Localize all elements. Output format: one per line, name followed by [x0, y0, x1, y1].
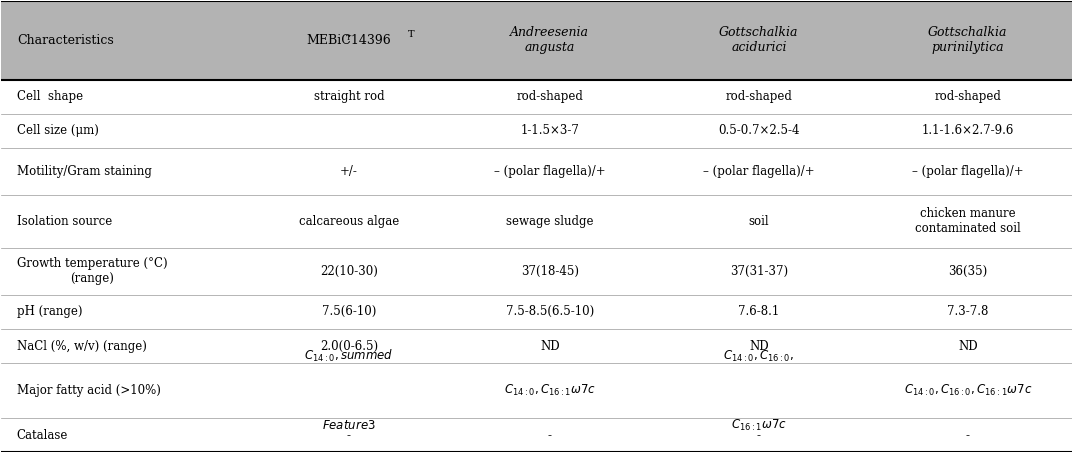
Text: calcareous algae: calcareous algae [299, 215, 399, 228]
Text: Growth temperature (°C)
(range): Growth temperature (°C) (range) [17, 257, 167, 285]
Text: -: - [966, 429, 970, 442]
Bar [1, 1, 1072, 80]
Text: $C_{14:0}, summed$: $C_{14:0}, summed$ [305, 348, 394, 364]
Text: Characteristics: Characteristics [17, 34, 114, 47]
Text: MEBiC14396: MEBiC14396 [307, 34, 392, 47]
Bar [1, 295, 1072, 329]
Text: $C_{14:0}, C_{16:0},$: $C_{14:0}, C_{16:0},$ [723, 348, 794, 364]
Text: $Feature3$: $Feature3$ [322, 419, 376, 432]
Text: ND: ND [958, 340, 978, 352]
Text: – (polar flagella)/+: – (polar flagella)/+ [494, 165, 605, 178]
Text: -: - [548, 429, 552, 442]
Text: – (polar flagella)/+: – (polar flagella)/+ [703, 165, 814, 178]
Text: pH (range): pH (range) [17, 305, 83, 318]
Text: soil: soil [749, 215, 769, 228]
Text: Gottschalkia
acidurici: Gottschalkia acidurici [719, 26, 798, 54]
Bar [1, 114, 1072, 148]
Text: ᵀ: ᵀ [347, 34, 352, 47]
Text: rod-shaped: rod-shaped [725, 90, 792, 103]
Text: 7.5-8.5(6.5-10): 7.5-8.5(6.5-10) [505, 305, 594, 318]
Text: – (polar flagella)/+: – (polar flagella)/+ [912, 165, 1024, 178]
Text: 0.5-0.7×2.5-4: 0.5-0.7×2.5-4 [718, 125, 799, 137]
Text: 7.5(6-10): 7.5(6-10) [322, 305, 377, 318]
Text: $C_{14:0}, C_{16:1}\omega7c$: $C_{14:0}, C_{16:1}\omega7c$ [504, 383, 596, 398]
Text: 7.6-8.1: 7.6-8.1 [738, 305, 779, 318]
Text: 1.1-1.6×2.7-9.6: 1.1-1.6×2.7-9.6 [922, 125, 1014, 137]
Text: Major fatty acid (>10%): Major fatty acid (>10%) [17, 384, 161, 397]
Text: straight rod: straight rod [313, 90, 384, 103]
Text: rod-shaped: rod-shaped [516, 90, 584, 103]
Text: 36(35): 36(35) [949, 265, 987, 278]
Text: Andreesenia
angusta: Andreesenia angusta [511, 26, 589, 54]
Text: Motility/Gram staining: Motility/Gram staining [17, 165, 151, 178]
Text: 2.0(0-6.5): 2.0(0-6.5) [320, 340, 378, 352]
Text: Catalase: Catalase [17, 429, 69, 442]
Bar [1, 329, 1072, 363]
Bar [1, 80, 1072, 114]
Text: Cell  shape: Cell shape [17, 90, 83, 103]
Bar [1, 248, 1072, 295]
Text: rod-shaped: rod-shaped [935, 90, 1001, 103]
Text: sewage sludge: sewage sludge [506, 215, 593, 228]
Text: chicken manure
contaminated soil: chicken manure contaminated soil [915, 207, 1020, 236]
Text: 7.3-7.8: 7.3-7.8 [947, 305, 988, 318]
Text: 1-1.5×3-7: 1-1.5×3-7 [520, 125, 579, 137]
Bar [1, 418, 1072, 452]
Text: ND: ND [540, 340, 560, 352]
Text: NaCl (%, w/v) (range): NaCl (%, w/v) (range) [17, 340, 147, 352]
Text: 22(10-30): 22(10-30) [320, 265, 378, 278]
Text: Cell size (μm): Cell size (μm) [17, 125, 99, 137]
Bar [1, 363, 1072, 418]
Text: +/-: +/- [340, 165, 358, 178]
Bar [1, 148, 1072, 195]
Text: ND: ND [749, 340, 768, 352]
Text: Isolation source: Isolation source [17, 215, 112, 228]
Text: T: T [408, 30, 414, 39]
Text: -: - [347, 429, 351, 442]
Text: 37(31-37): 37(31-37) [730, 265, 788, 278]
Text: Gottschalkia
purinilytica: Gottschalkia purinilytica [928, 26, 1008, 54]
Text: 37(18-45): 37(18-45) [520, 265, 579, 278]
Text: $C_{16:1}\omega7c$: $C_{16:1}\omega7c$ [731, 418, 787, 433]
Text: -: - [756, 429, 761, 442]
Bar [1, 195, 1072, 248]
Text: $C_{14:0},  C_{16:0},  C_{16:1}\omega7c$: $C_{14:0}, C_{16:0}, C_{16:1}\omega7c$ [903, 383, 1032, 398]
